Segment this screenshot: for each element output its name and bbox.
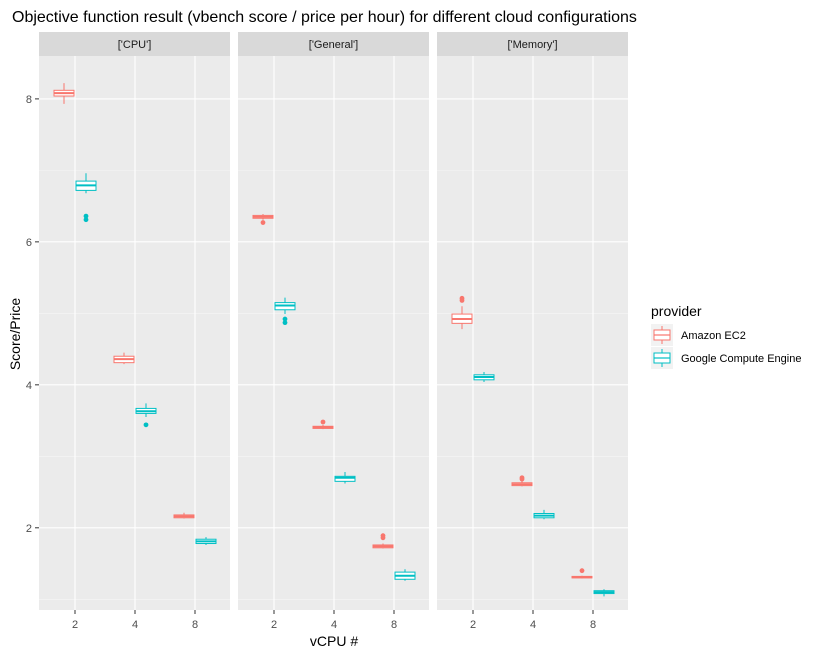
outlier-point: [320, 419, 326, 425]
box-google-compute-engine-4: [533, 509, 555, 520]
x-tick-label: 2: [72, 619, 78, 631]
facet-panels: ['CPU'] 2 4 8 ['General'] 2 4 8 ['Memory'] 2 4 8: [39, 32, 628, 631]
y-tick-label: 4: [26, 380, 32, 392]
box-amazon-ec2-8: [173, 512, 195, 519]
y-tick-label: 2: [26, 523, 32, 535]
facet-strip: [238, 32, 429, 56]
outlier-point: [143, 422, 149, 428]
outlier-point: [459, 295, 465, 301]
facet-strip: [437, 32, 628, 56]
outlier-point: [282, 320, 288, 326]
box-amazon-ec2-8: [571, 568, 593, 579]
x-tick-label: 8: [192, 619, 198, 631]
x-tick-label: 4: [331, 619, 337, 631]
facet-strip-label: ['CPU']: [118, 39, 152, 51]
facet-strip-label: ['General']: [309, 39, 358, 51]
legend-key-google-compute-engine: Google Compute Engine: [651, 347, 801, 369]
legend-keys: Amazon EC2 Google Compute Engine: [651, 324, 801, 369]
x-axis-title: vCPU #: [310, 633, 358, 649]
legend-label: Amazon EC2: [681, 330, 746, 342]
outlier-point: [519, 475, 525, 481]
legend: provider Amazon EC2 Google Compute Engine: [651, 303, 801, 369]
facet-panel: ['CPU'] 2 4 8: [39, 32, 230, 631]
box-google-compute-engine-4: [334, 472, 356, 484]
box-google-compute-engine-2: [274, 297, 296, 326]
box-amazon-ec2-2: [252, 213, 274, 225]
outlier-point: [260, 220, 266, 225]
x-tick-label: 8: [391, 619, 397, 631]
x-tick-label: 4: [530, 619, 536, 631]
x-tick-label: 8: [590, 619, 596, 631]
box-google-compute-engine-2: [75, 173, 97, 223]
box-google-compute-engine-4: [135, 403, 157, 428]
legend-label: Google Compute Engine: [681, 353, 801, 365]
box-google-compute-engine-2: [473, 371, 495, 382]
box-body: [334, 475, 356, 482]
outlier-point: [380, 533, 386, 539]
facet-strip-label: ['Memory']: [507, 39, 557, 51]
box-amazon-ec2-4: [113, 352, 135, 365]
y-tick-label: 6: [26, 237, 32, 249]
x-tick-label: 2: [470, 619, 476, 631]
box-amazon-ec2-2: [451, 295, 473, 330]
facet-panel: ['General'] 2 4 8: [238, 32, 429, 631]
outlier-point: [579, 568, 585, 574]
outlier-point: [83, 217, 89, 223]
outlier-point: [83, 213, 89, 219]
box-google-compute-engine-8: [195, 537, 217, 545]
legend-title: provider: [651, 303, 702, 319]
facet-strip: [39, 32, 230, 56]
y-axis-title: Score/Price: [7, 298, 23, 371]
outlier-point: [282, 316, 288, 322]
facet-panel: ['Memory'] 2 4 8: [437, 32, 628, 631]
box-google-compute-engine-8: [394, 569, 416, 581]
box-amazon-ec2-8: [372, 533, 394, 549]
chart-title: Objective function result (vbench score …: [12, 9, 637, 26]
box-amazon-ec2-4: [511, 475, 533, 487]
legend-key-amazon-ec2: Amazon EC2: [651, 324, 746, 346]
box-google-compute-engine-8: [593, 589, 615, 597]
box-amazon-ec2-4: [312, 419, 334, 430]
x-tick-label: 2: [271, 619, 277, 631]
y-axis: 2 4 6 8: [26, 94, 39, 535]
y-tick-label: 8: [26, 94, 32, 106]
x-tick-label: 4: [132, 619, 138, 631]
box-amazon-ec2-2: [53, 83, 75, 104]
